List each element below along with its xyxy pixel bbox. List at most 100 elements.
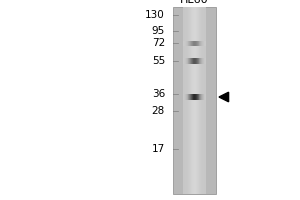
Bar — [189, 94, 190, 100]
Bar — [185, 40, 186, 46]
Bar — [194, 40, 195, 46]
Bar — [205, 7, 206, 194]
Bar — [193, 7, 194, 194]
Bar — [191, 40, 192, 46]
Text: 72: 72 — [152, 38, 165, 48]
Bar — [198, 40, 199, 46]
Bar — [199, 94, 200, 100]
Bar — [202, 7, 203, 194]
Bar — [197, 58, 198, 64]
Bar — [189, 40, 190, 46]
Bar — [196, 7, 197, 194]
Bar — [199, 7, 200, 194]
Bar — [183, 40, 184, 46]
Bar — [193, 40, 194, 46]
Bar — [194, 94, 195, 100]
Bar — [203, 40, 204, 46]
Bar — [189, 7, 190, 194]
Bar — [187, 40, 188, 46]
Bar — [198, 7, 199, 194]
Bar — [197, 7, 198, 194]
Bar — [193, 58, 194, 64]
Text: 28: 28 — [152, 106, 165, 116]
Bar — [192, 58, 193, 64]
Bar — [187, 58, 188, 64]
Bar — [195, 7, 196, 194]
Bar — [187, 94, 188, 100]
Bar — [205, 40, 206, 46]
Bar — [198, 94, 199, 100]
Bar — [201, 94, 202, 100]
Bar — [204, 7, 205, 194]
Bar — [205, 94, 206, 100]
Bar — [190, 94, 191, 100]
Bar — [201, 40, 202, 46]
Bar — [195, 40, 196, 46]
Bar — [201, 58, 202, 64]
Bar — [202, 40, 203, 46]
Bar — [183, 58, 184, 64]
Bar — [184, 7, 185, 194]
Bar — [203, 94, 204, 100]
Bar — [202, 40, 203, 46]
Bar — [184, 40, 185, 46]
Text: 95: 95 — [152, 26, 165, 36]
Bar — [191, 94, 192, 100]
Bar — [192, 7, 193, 194]
Bar — [204, 58, 205, 64]
Bar — [190, 58, 191, 64]
Bar — [195, 94, 196, 100]
Bar — [183, 94, 184, 100]
Bar — [202, 94, 203, 100]
Bar — [190, 7, 191, 194]
Bar — [186, 58, 187, 64]
Bar — [188, 94, 189, 100]
Bar — [186, 94, 187, 100]
Bar — [202, 58, 203, 64]
Bar — [205, 58, 206, 64]
Bar — [191, 7, 192, 194]
Bar — [188, 7, 189, 194]
Bar — [185, 58, 186, 64]
Bar — [184, 58, 185, 64]
Bar — [196, 40, 197, 46]
Bar — [185, 94, 186, 100]
Bar — [202, 58, 203, 64]
Bar — [183, 7, 184, 194]
Bar — [194, 58, 195, 64]
Bar — [196, 94, 197, 100]
Bar — [202, 94, 203, 100]
Bar — [187, 7, 188, 194]
Bar — [196, 58, 197, 64]
Bar — [203, 7, 204, 194]
Text: 17: 17 — [152, 144, 165, 154]
Bar — [188, 58, 189, 64]
Bar — [197, 40, 198, 46]
Bar — [189, 58, 190, 64]
Text: HL60: HL60 — [180, 0, 209, 5]
Bar — [200, 58, 201, 64]
Bar — [197, 94, 198, 100]
Bar — [199, 40, 200, 46]
Bar — [194, 7, 195, 194]
Text: 55: 55 — [152, 56, 165, 66]
Bar — [195, 58, 196, 64]
Bar — [186, 40, 187, 46]
Bar — [184, 94, 185, 100]
Bar — [199, 58, 200, 64]
Bar — [188, 40, 189, 46]
Bar — [192, 40, 193, 46]
Bar — [204, 40, 205, 46]
Bar — [203, 58, 204, 64]
Bar — [172, 7, 216, 194]
Bar — [191, 58, 192, 64]
Bar — [200, 7, 201, 194]
Polygon shape — [219, 92, 229, 102]
Bar — [193, 94, 194, 100]
Bar — [204, 94, 205, 100]
Bar — [190, 40, 191, 46]
Bar — [201, 7, 202, 194]
Bar — [186, 7, 187, 194]
Bar — [185, 7, 186, 194]
Bar — [192, 94, 193, 100]
